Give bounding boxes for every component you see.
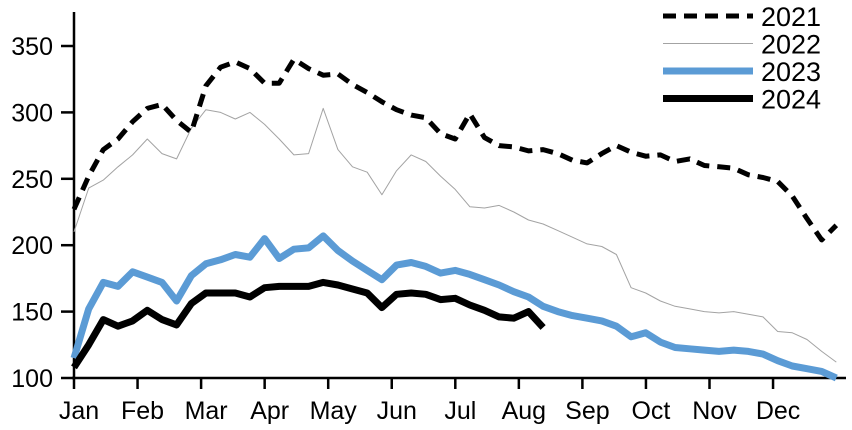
x-axis-tick-label: Mar [185, 397, 228, 425]
x-axis-tick-label: Sep [565, 397, 609, 425]
series-2023-line [70, 232, 838, 382]
series-2024-line [71, 278, 546, 370]
series-2021-line [71, 56, 839, 243]
y-axis-tick-label: 300 [11, 99, 53, 127]
legend-label-2021: 2021 [761, 2, 821, 32]
series-2022-line [73, 107, 837, 363]
x-axis-tick-label: Jun [377, 397, 417, 425]
x-axis-tick-label: Oct [631, 397, 670, 425]
legend-label-2023: 2023 [761, 57, 821, 87]
x-axis-tick-label: Apr [250, 397, 289, 425]
legend-label-2024: 2024 [761, 85, 821, 115]
x-axis-tick-label: Feb [121, 397, 164, 425]
y-axis-tick-label: 250 [11, 166, 53, 194]
legend-label-2022: 2022 [761, 30, 821, 60]
x-axis-tick-label: Nov [692, 397, 737, 425]
y-axis-tick-label: 200 [11, 232, 53, 260]
y-axis-tick-label: 150 [11, 299, 53, 327]
x-axis-tick-label: Dec [756, 397, 800, 425]
x-axis-tick-label: Jul [444, 397, 476, 425]
y-axis-tick-label: 100 [11, 365, 53, 393]
y-axis-tick-label: 350 [11, 33, 53, 61]
x-axis-tick-label: Jan [59, 397, 99, 425]
x-axis-tick-label: May [310, 397, 358, 425]
x-axis-tick-label: Aug [502, 397, 546, 425]
